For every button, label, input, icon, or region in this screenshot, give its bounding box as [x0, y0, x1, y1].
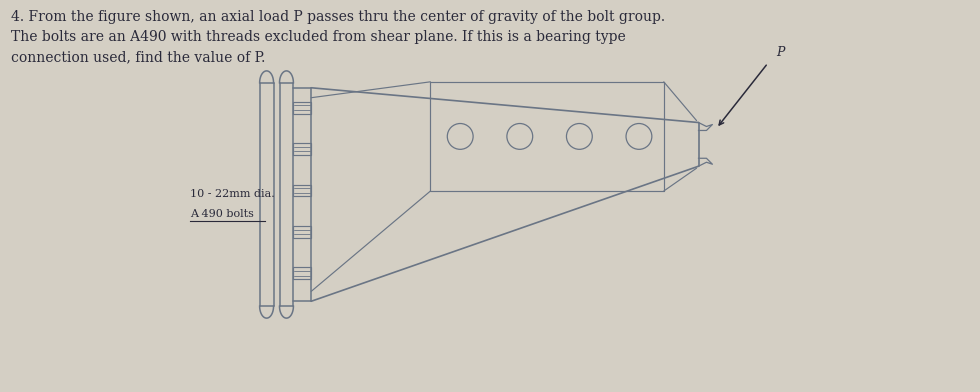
Bar [293, 267, 312, 279]
Text: A 490 bolts: A 490 bolts [190, 209, 254, 219]
Bar [293, 226, 312, 238]
Bar [293, 185, 312, 196]
Bar [293, 102, 312, 114]
Text: 10 - 22mm dia.: 10 - 22mm dia. [190, 189, 275, 199]
Text: 4. From the figure shown, an axial load P passes thru the center of gravity of t: 4. From the figure shown, an axial load … [12, 10, 665, 64]
Text: P: P [776, 46, 784, 59]
Bar [293, 143, 312, 155]
